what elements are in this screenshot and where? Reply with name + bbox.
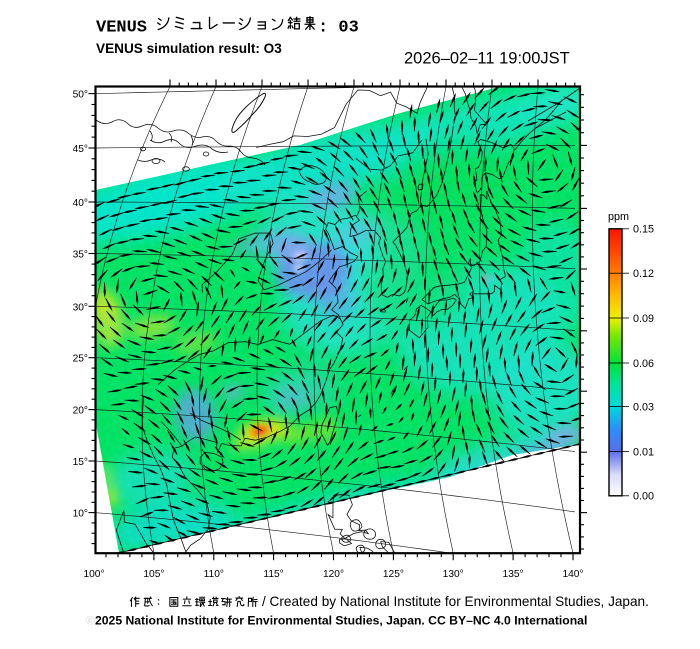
- svg-text:105°: 105°: [143, 569, 164, 580]
- svg-text:VENUS simulation result: O3: VENUS simulation result: O3: [96, 41, 282, 56]
- svg-text:30°: 30°: [73, 302, 88, 313]
- svg-text:130°: 130°: [443, 569, 464, 580]
- svg-text:0.15: 0.15: [633, 224, 654, 236]
- svg-text:10°: 10°: [73, 509, 88, 520]
- svg-text:2026–02–11 19:00JST: 2026–02–11 19:00JST: [404, 50, 570, 68]
- svg-text:15°: 15°: [73, 457, 88, 468]
- svg-text:120°: 120°: [323, 569, 344, 580]
- svg-text:ppm: ppm: [608, 211, 629, 223]
- svg-text:50°: 50°: [73, 90, 88, 101]
- svg-text:: 03: : 03: [318, 19, 359, 38]
- svg-text:100°: 100°: [83, 569, 104, 580]
- svg-text:115°: 115°: [263, 569, 283, 580]
- svg-text:40°: 40°: [73, 198, 88, 209]
- svg-text:/ Created by National Institut: / Created by National Institute for Envi…: [262, 594, 649, 609]
- svg-text:135°: 135°: [503, 569, 524, 580]
- svg-text:140°: 140°: [562, 569, 583, 580]
- svg-text:45°: 45°: [73, 144, 88, 155]
- svg-text:25°: 25°: [73, 354, 88, 365]
- svg-text:0.06: 0.06: [633, 358, 654, 370]
- svg-text:0.03: 0.03: [633, 401, 654, 413]
- svg-text:0.09: 0.09: [633, 313, 654, 325]
- svg-text:20°: 20°: [73, 406, 88, 417]
- svg-text:125°: 125°: [383, 569, 404, 580]
- svg-text:0.00: 0.00: [633, 491, 654, 503]
- svg-text:©2025 National Institute for E: ©2025 National Institute for Environment…: [86, 614, 587, 628]
- svg-text:VENUS: VENUS: [96, 19, 147, 38]
- svg-text:0.12: 0.12: [633, 268, 654, 280]
- svg-text:0.01: 0.01: [633, 446, 654, 458]
- svg-text:110°: 110°: [204, 569, 224, 580]
- svg-text:35°: 35°: [73, 250, 88, 261]
